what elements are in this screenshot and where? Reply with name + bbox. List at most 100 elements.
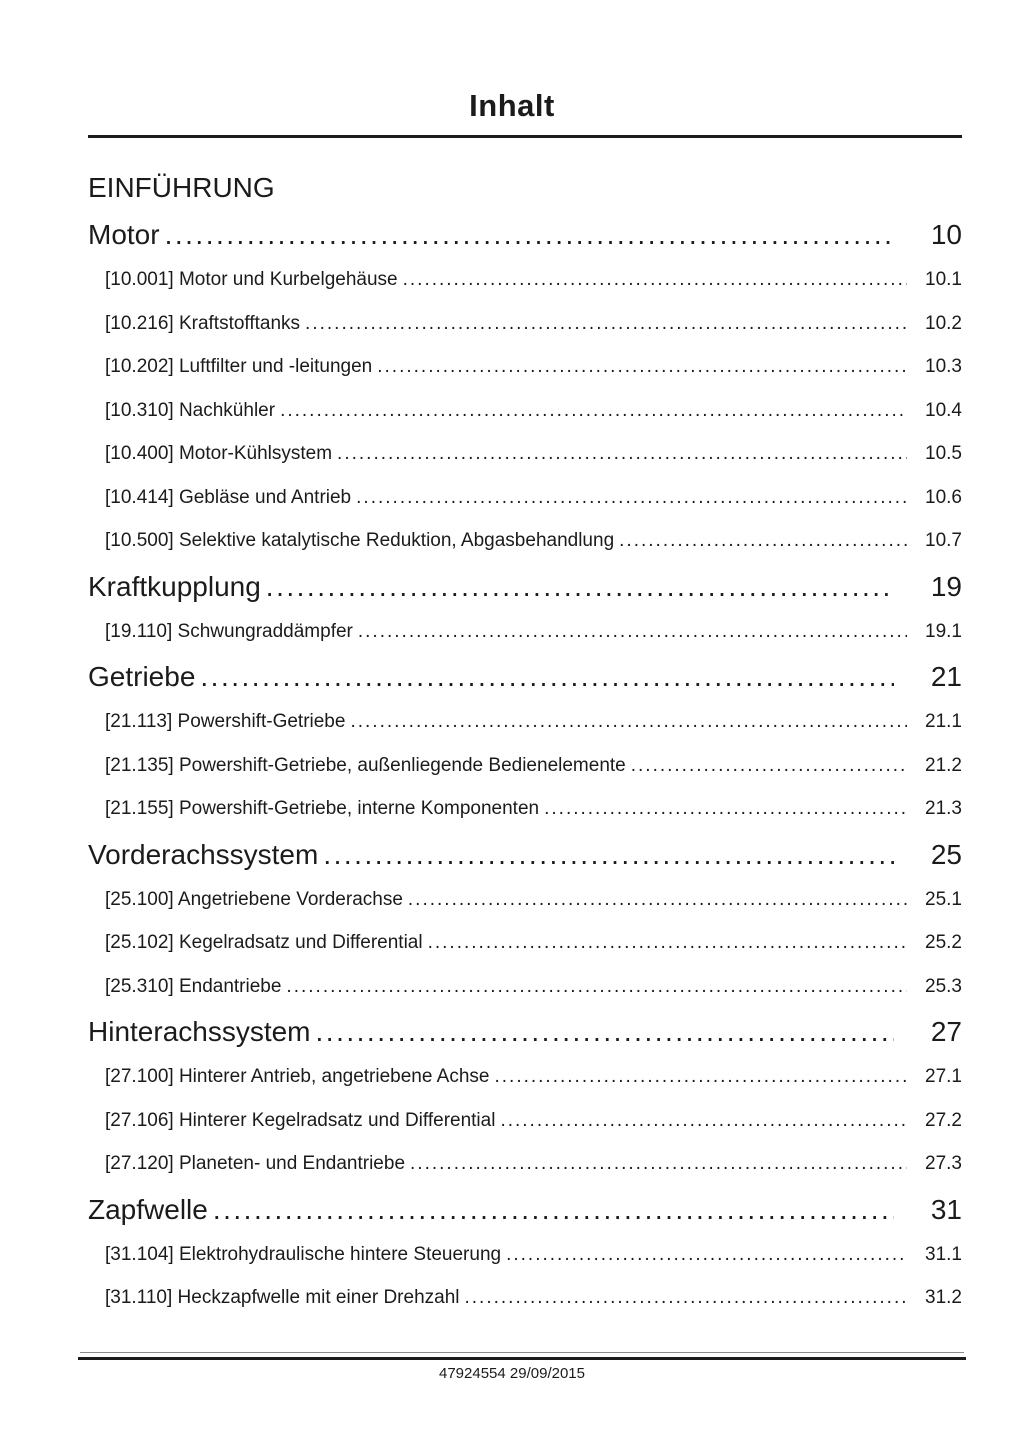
toc-item-row: [31.110] Heckzapfwelle mit einer Drehzah… bbox=[88, 1276, 962, 1320]
toc-item-row: [10.310] Nachkühler 10.4 bbox=[88, 389, 962, 433]
dot-leader bbox=[280, 389, 907, 433]
toc-item-row: [21.135] Powershift-Getriebe, außenliege… bbox=[88, 744, 962, 788]
toc-item-page: 19.1 bbox=[925, 620, 962, 642]
toc-item-row: [27.106] Hinterer Kegelradsatz und Diffe… bbox=[88, 1099, 962, 1143]
toc-item-label: [25.310] Endantriebe bbox=[105, 975, 282, 997]
toc-item-label: [27.120] Planeten- und Endantriebe bbox=[105, 1153, 406, 1174]
toc-section-row: Motor 10 bbox=[88, 211, 962, 258]
toc-item-label: [19.110] Schwungraddämpfer bbox=[105, 620, 353, 642]
toc-item-page: 10.2 bbox=[925, 312, 962, 334]
toc-item-page: 31.1 bbox=[925, 1243, 962, 1265]
toc-item-page: 10.6 bbox=[925, 486, 962, 508]
toc-item-page: 21.2 bbox=[925, 754, 962, 776]
dot-leader bbox=[408, 878, 907, 922]
title-divider bbox=[88, 135, 962, 138]
dot-leader bbox=[544, 787, 907, 831]
toc-item-page: 31.2 bbox=[925, 1287, 962, 1308]
toc-section-row: Zapfwelle 31 bbox=[88, 1186, 962, 1233]
toc-item-row: [27.100] Hinterer Antrieb, angetriebene … bbox=[88, 1055, 962, 1099]
toc-item-label: [25.100] Angetriebene Vorderachse bbox=[105, 888, 403, 910]
toc-item-row: [19.110] Schwungraddämpfer 19.1 bbox=[88, 610, 962, 654]
toc-item-page: 25.1 bbox=[925, 888, 962, 910]
toc-section-label: Vorderachssystem bbox=[88, 838, 319, 870]
toc-item-label: [10.001] Motor und Kurbelgehäuse bbox=[105, 269, 398, 290]
toc-section-page: 10 bbox=[930, 219, 962, 250]
toc: EINFÜHRUNG Motor 10 [10.001] Motor und K… bbox=[88, 164, 962, 1320]
dot-leader bbox=[377, 345, 907, 389]
toc-section-page: 27 bbox=[930, 1016, 962, 1047]
toc-section-label: Zapfwelle bbox=[88, 1193, 208, 1225]
toc-section-page: 31 bbox=[930, 1193, 962, 1225]
toc-item-row: [10.001] Motor und Kurbelgehäuse 10.1 bbox=[88, 258, 962, 302]
toc-item-row: [10.216] Kraftstofftanks 10.2 bbox=[88, 302, 962, 346]
dot-leader bbox=[356, 476, 907, 520]
dot-leader bbox=[500, 1099, 907, 1143]
toc-section-label: Motor bbox=[88, 219, 160, 250]
toc-item-page: 10.1 bbox=[925, 269, 962, 290]
toc-item-row: [27.120] Planeten- und Endantriebe 27.3 bbox=[88, 1142, 962, 1186]
toc-item-page: 21.1 bbox=[925, 711, 962, 732]
dot-leader bbox=[316, 1008, 894, 1055]
dot-leader bbox=[465, 1276, 908, 1320]
dot-leader bbox=[631, 744, 907, 788]
toc-section-page: 25 bbox=[930, 838, 962, 870]
toc-item-row: [25.310] Endantriebe 25.3 bbox=[88, 965, 962, 1009]
toc-item-row: [31.104] Elektrohydraulische hintere Ste… bbox=[88, 1233, 962, 1277]
toc-section-row: Vorderachssystem 25 bbox=[88, 831, 962, 878]
toc-item-page: 10.7 bbox=[925, 530, 962, 551]
toc-item-row: [21.113] Powershift-Getriebe 21.1 bbox=[88, 700, 962, 744]
dot-leader bbox=[323, 831, 894, 878]
toc-item-label: [27.106] Hinterer Kegelradsatz und Diffe… bbox=[105, 1109, 496, 1131]
toc-item-label: [10.216] Kraftstofftanks bbox=[105, 312, 301, 334]
toc-section-row: Getriebe 21 bbox=[88, 653, 962, 700]
toc-item-page: 21.3 bbox=[925, 798, 962, 819]
dot-leader bbox=[506, 1233, 907, 1277]
toc-item-page: 27.2 bbox=[925, 1109, 962, 1131]
dot-leader bbox=[213, 1186, 894, 1233]
toc-item-label: [10.414] Gebläse und Antrieb bbox=[105, 486, 352, 508]
toc-item-label: [31.104] Elektrohydraulische hintere Ste… bbox=[105, 1243, 502, 1265]
toc-section-label: Getriebe bbox=[88, 661, 196, 692]
dot-leader bbox=[266, 563, 894, 610]
toc-item-label: [25.102] Kegelradsatz und Differential bbox=[105, 932, 423, 953]
toc-item-label: [21.135] Powershift-Getriebe, außenliege… bbox=[105, 754, 626, 776]
toc-section-page: 19 bbox=[930, 570, 962, 602]
toc-item-row: [25.100] Angetriebene Vorderachse 25.1 bbox=[88, 878, 962, 922]
dot-leader bbox=[165, 211, 894, 258]
toc-section-row: Hinterachssystem 27 bbox=[88, 1008, 962, 1055]
toc-item-label: [10.500] Selektive katalytische Reduktio… bbox=[105, 530, 615, 551]
toc-item-row: [10.500] Selektive katalytische Reduktio… bbox=[88, 519, 962, 563]
dot-leader bbox=[410, 1142, 907, 1186]
toc-item-page: 27.1 bbox=[925, 1066, 962, 1087]
dot-leader bbox=[337, 432, 907, 476]
footer-divider-thick bbox=[78, 1357, 966, 1360]
toc-item-page: 27.3 bbox=[925, 1153, 962, 1174]
toc-item-row: [10.202] Luftfilter und -leitungen 10.3 bbox=[88, 345, 962, 389]
dot-leader bbox=[619, 519, 907, 563]
dot-leader bbox=[200, 653, 894, 700]
dot-leader bbox=[305, 302, 907, 346]
toc-item-row: [25.102] Kegelradsatz und Differential 2… bbox=[88, 921, 962, 965]
toc-item-page: 25.3 bbox=[925, 975, 962, 997]
dot-leader bbox=[494, 1055, 907, 1099]
footer-divider-thin bbox=[80, 1352, 964, 1353]
toc-item-label: [10.310] Nachkühler bbox=[105, 399, 276, 421]
toc-section-row: Kraftkupplung 19 bbox=[88, 563, 962, 610]
toc-item-row: [10.414] Gebläse und Antrieb 10.6 bbox=[88, 476, 962, 520]
toc-item-row: [21.155] Powershift-Getriebe, interne Ko… bbox=[88, 787, 962, 831]
toc-item-label: [10.202] Luftfilter und -leitungen bbox=[105, 356, 373, 377]
dot-leader bbox=[403, 258, 907, 302]
toc-item-label: [21.113] Powershift-Getriebe bbox=[105, 711, 346, 732]
toc-item-label: [21.155] Powershift-Getriebe, interne Ko… bbox=[105, 798, 540, 819]
toc-item-page: 25.2 bbox=[925, 932, 962, 953]
dot-leader bbox=[286, 965, 907, 1009]
dot-leader bbox=[428, 921, 907, 965]
page-footer: 47924554 29/09/2015 bbox=[0, 1352, 1024, 1382]
toc-item-label: [31.110] Heckzapfwelle mit einer Drehzah… bbox=[105, 1287, 460, 1308]
toc-item-page: 10.3 bbox=[925, 356, 962, 377]
dot-leader bbox=[358, 610, 907, 654]
toc-item-page: 10.4 bbox=[925, 399, 962, 421]
page-title: Inhalt bbox=[469, 88, 555, 123]
toc-item-page: 10.5 bbox=[925, 443, 962, 464]
dot-leader bbox=[350, 700, 907, 744]
